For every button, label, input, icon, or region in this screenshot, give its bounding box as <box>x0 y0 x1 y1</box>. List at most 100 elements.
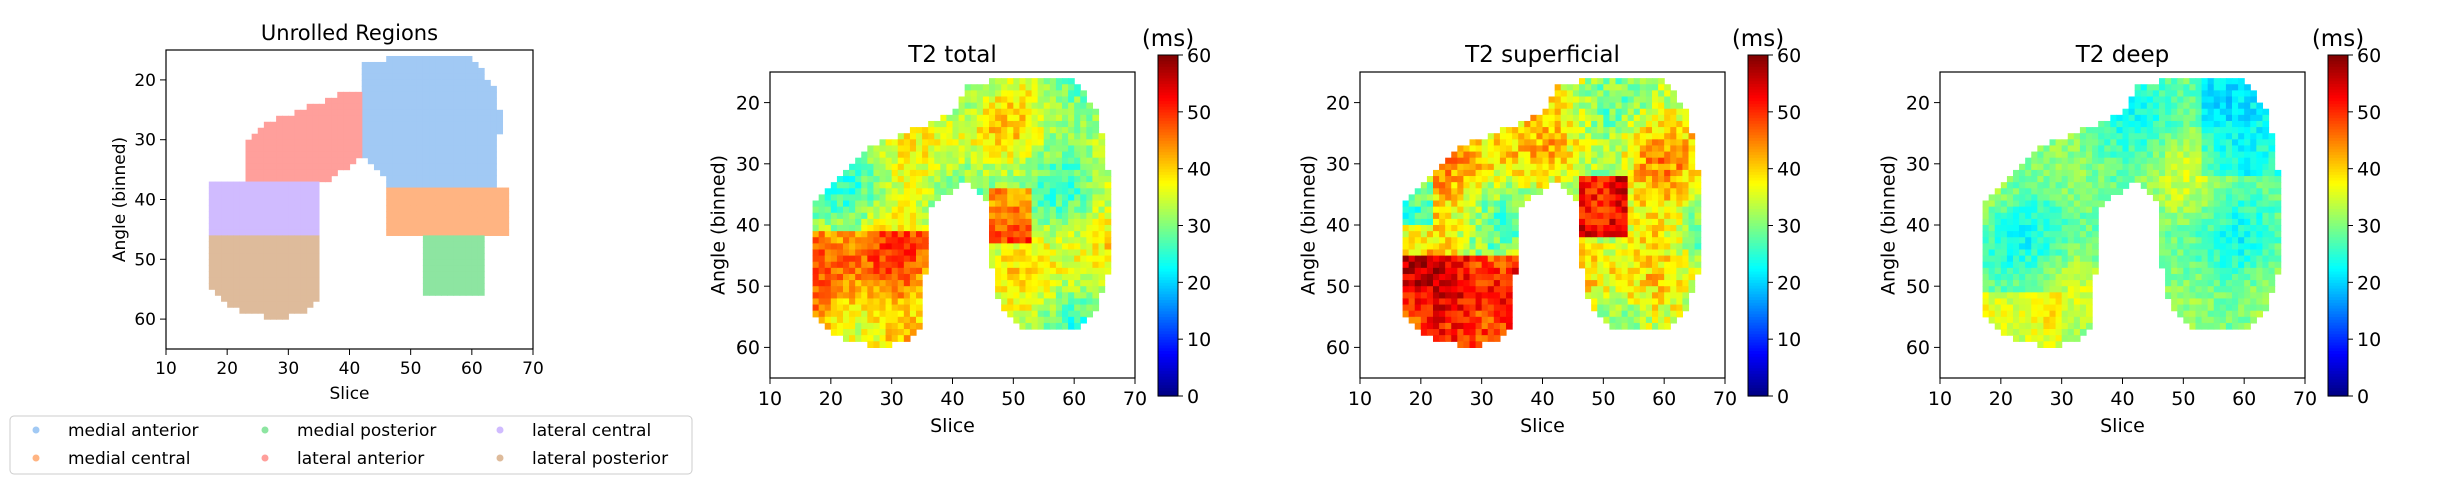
heatmap-cell <box>1597 163 1604 171</box>
heatmap-cell <box>1982 212 1990 220</box>
heatmap-cell <box>1426 188 1434 195</box>
heatmap-cell <box>1658 133 1665 140</box>
heatmap-cell <box>1080 261 1087 269</box>
colorbar-segment <box>1748 134 1768 139</box>
heatmap-cell <box>1013 84 1021 91</box>
heatmap-cell <box>2013 212 2020 220</box>
region-cell <box>496 109 504 117</box>
region-cell <box>361 97 369 105</box>
heatmap-cell <box>1676 304 1684 312</box>
heatmap-cell <box>1597 133 1604 140</box>
region-cell <box>404 127 412 135</box>
heatmap-cell <box>1676 286 1684 293</box>
region-cell <box>471 283 479 290</box>
heatmap-cell <box>1074 182 1081 189</box>
heatmap-cell <box>1688 280 1696 287</box>
heatmap-cell <box>2019 267 2026 275</box>
colorbar-segment <box>1748 356 1768 360</box>
heatmap-cell <box>873 225 881 232</box>
region-cell <box>373 127 381 135</box>
heatmap-cell <box>1037 90 1045 98</box>
colorbar-segment <box>1158 276 1178 281</box>
heatmap-cell <box>1475 206 1483 214</box>
heatmap-cell <box>891 200 899 208</box>
heatmap-cell <box>867 273 875 281</box>
heatmap-cell <box>1603 310 1611 318</box>
heatmap-cell <box>1092 194 1100 202</box>
heatmap-cell <box>1639 322 1647 330</box>
region-cell <box>227 205 234 213</box>
heatmap-cell <box>1988 286 1996 293</box>
heatmap-cell <box>1664 157 1671 165</box>
region-cell <box>484 109 491 117</box>
heatmap-cell <box>1414 237 1422 244</box>
heatmap-cell <box>1621 200 1629 208</box>
heatmap-cell <box>922 145 929 153</box>
heatmap-cell <box>2037 329 2045 336</box>
heatmap-cell <box>897 237 905 244</box>
heatmap-cell <box>1007 163 1014 171</box>
region-cell <box>300 193 308 201</box>
heatmap-cell <box>1426 261 1434 269</box>
heatmap-cell <box>1043 96 1051 104</box>
heatmap-cell <box>909 225 917 232</box>
heatmap-cell <box>1560 163 1568 171</box>
heatmap-cell <box>1019 237 1027 244</box>
heatmap-cell <box>1104 261 1112 269</box>
region-cell <box>386 121 393 129</box>
region-cell <box>361 103 369 111</box>
region-cell <box>490 187 497 195</box>
heatmap-cell <box>1025 188 1033 195</box>
region-cell <box>306 133 314 141</box>
heatmap-cell <box>1019 151 1027 159</box>
heatmap-cell <box>1548 108 1556 116</box>
region-cell <box>263 283 271 290</box>
heatmap-cell <box>1420 286 1428 293</box>
heatmap-cell <box>1585 90 1592 98</box>
colorbar-segment <box>1158 245 1178 249</box>
heatmap-cells <box>1402 78 1702 348</box>
heatmap-cell <box>2049 261 2057 269</box>
heatmap-cell <box>2025 182 2032 189</box>
heatmap-cell <box>2006 212 2014 220</box>
heatmap-cell <box>1639 243 1647 251</box>
colorbar-segment <box>1158 160 1178 164</box>
region-cell <box>404 163 412 171</box>
heatmap-cell <box>1591 114 1598 122</box>
heatmap-cell <box>989 194 996 202</box>
heatmap-cell <box>1621 163 1629 171</box>
heatmap-cell <box>836 225 844 232</box>
region-cell <box>496 193 504 201</box>
heatmap-cell <box>1682 255 1690 263</box>
heatmap-cell <box>922 169 929 177</box>
heatmap-cell <box>2055 163 2063 171</box>
heatmap-cell <box>843 316 850 324</box>
region-cell <box>355 139 363 147</box>
heatmap-cell <box>1451 151 1458 159</box>
heatmap-cell <box>885 255 893 263</box>
heatmap-cell <box>2013 231 2020 238</box>
colorbar-segment <box>1748 63 1768 67</box>
region-cell <box>386 91 393 99</box>
region-cell <box>471 193 479 201</box>
colorbar-segment <box>1158 182 1178 187</box>
heatmap-cell <box>1585 206 1592 214</box>
heatmap-cell <box>1652 127 1659 134</box>
region-cell <box>251 307 259 314</box>
heatmap-cell <box>1512 145 1519 153</box>
region-cell <box>276 265 283 272</box>
heatmap-cell <box>1475 176 1483 183</box>
region-cell <box>429 97 436 105</box>
heatmap-cell <box>1652 298 1659 306</box>
heatmap-cell <box>2061 316 2069 324</box>
heatmap-cell <box>824 316 832 324</box>
heatmap-cell <box>1585 237 1592 244</box>
region-cell <box>318 169 326 177</box>
region-cell <box>245 193 253 201</box>
heatmap-cell <box>1627 231 1635 238</box>
heatmap-cell <box>2013 182 2020 189</box>
heatmap-cell <box>2049 243 2057 251</box>
region-cell <box>477 97 485 105</box>
heatmap-cell <box>1658 267 1665 275</box>
heatmap-cell <box>1007 200 1014 208</box>
